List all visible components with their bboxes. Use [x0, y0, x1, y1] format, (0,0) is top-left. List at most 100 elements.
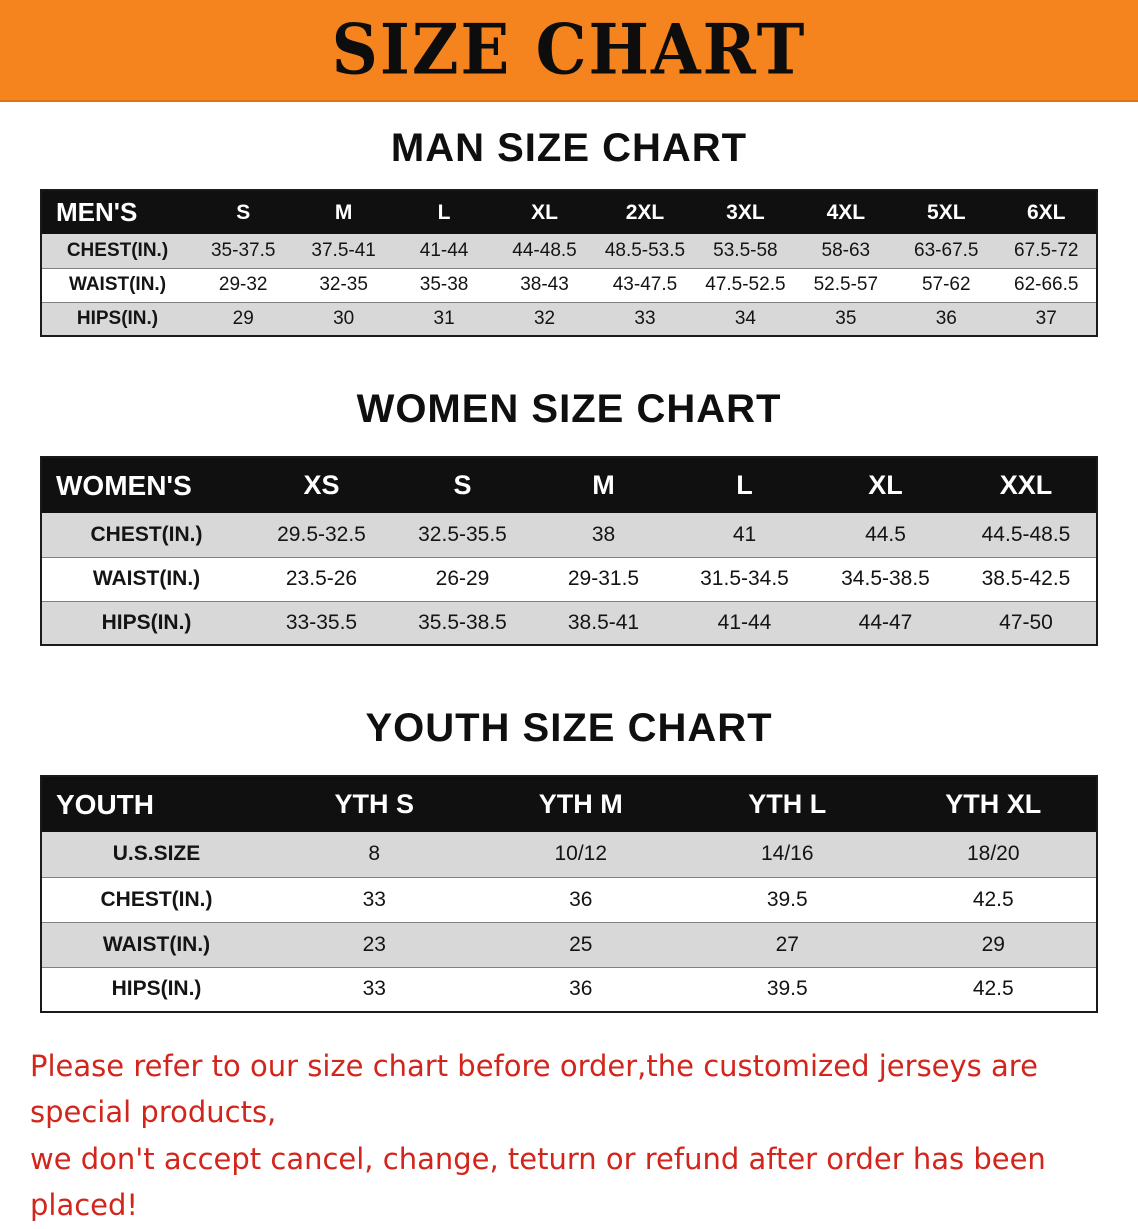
size-value-cell: 44-48.5 — [494, 234, 595, 269]
size-column-header: M — [293, 190, 394, 234]
size-value-cell: 14/16 — [684, 832, 891, 878]
size-value-cell: 42.5 — [890, 967, 1097, 1013]
size-column-header: 5XL — [896, 190, 997, 234]
row-label-cell: HIPS(IN.) — [41, 967, 271, 1013]
size-column-header: L — [674, 457, 815, 513]
size-column-header: S — [392, 457, 533, 513]
size-chart-banner: SIZE CHART — [0, 0, 1138, 102]
size-value-cell: 23.5-26 — [251, 557, 392, 602]
table-row: CHEST(IN.) 33 36 39.5 42.5 — [41, 877, 1097, 923]
size-value-cell: 63-67.5 — [896, 234, 997, 269]
size-value-cell: 29-31.5 — [533, 557, 674, 602]
size-value-cell: 25 — [477, 922, 684, 968]
size-value-cell: 57-62 — [896, 268, 997, 303]
size-value-cell: 41 — [674, 513, 815, 558]
size-column-header: YTH L — [684, 776, 891, 832]
row-label-cell: CHEST(IN.) — [41, 877, 271, 923]
size-value-cell: 35-37.5 — [193, 234, 294, 269]
size-value-cell: 53.5-58 — [695, 234, 796, 269]
size-column-header: XL — [815, 457, 956, 513]
size-chart-title: SIZE CHART — [331, 9, 807, 91]
size-value-cell: 32.5-35.5 — [392, 513, 533, 558]
size-column-header: L — [393, 190, 495, 234]
table-corner-label: WOMEN'S — [41, 457, 251, 513]
size-value-cell: 58-63 — [795, 234, 897, 269]
size-column-header: YTH XL — [890, 776, 1097, 832]
size-value-cell: 33 — [271, 967, 478, 1013]
size-value-cell: 29 — [890, 922, 1097, 968]
size-value-cell: 38 — [533, 513, 674, 558]
table-row: HIPS(IN.) 33 36 39.5 42.5 — [41, 967, 1097, 1013]
size-value-cell: 33-35.5 — [251, 601, 392, 646]
row-label-cell: WAIST(IN.) — [41, 268, 193, 303]
size-value-cell: 44-47 — [815, 601, 956, 646]
table-row: WAIST(IN.) 23 25 27 29 — [41, 922, 1097, 968]
size-column-header: XS — [251, 457, 392, 513]
size-value-cell: 31.5-34.5 — [674, 557, 815, 602]
disclaimer-line-2: we don't accept cancel, change, teturn o… — [30, 1141, 1046, 1223]
size-column-header: 2XL — [594, 190, 696, 234]
size-value-cell: 18/20 — [890, 832, 1097, 878]
size-value-cell: 35 — [795, 302, 897, 337]
size-column-header: M — [533, 457, 674, 513]
size-value-cell: 39.5 — [684, 967, 891, 1013]
size-value-cell: 32-35 — [293, 268, 394, 303]
size-value-cell: 8 — [271, 832, 478, 878]
size-value-cell: 10/12 — [477, 832, 684, 878]
size-column-header: 4XL — [795, 190, 897, 234]
size-value-cell: 42.5 — [890, 877, 1097, 923]
size-column-header: S — [193, 190, 294, 234]
size-value-cell: 26-29 — [392, 557, 533, 602]
size-column-header: XL — [494, 190, 595, 234]
size-value-cell: 29.5-32.5 — [251, 513, 392, 558]
size-value-cell: 41-44 — [674, 601, 815, 646]
size-value-cell: 34 — [695, 302, 796, 337]
table-header-row: WOMEN'S XS S M L XL XXL — [41, 457, 1097, 513]
size-value-cell: 36 — [477, 877, 684, 923]
size-value-cell: 38.5-41 — [533, 601, 674, 646]
size-value-cell: 44.5 — [815, 513, 956, 558]
size-value-cell: 47.5-52.5 — [695, 268, 796, 303]
table-row: WAIST(IN.) 29-32 32-35 35-38 38-43 43-47.5 47.… — [41, 268, 1097, 303]
table-corner-label: YOUTH — [41, 776, 271, 832]
size-value-cell: 38-43 — [494, 268, 595, 303]
size-value-cell: 38.5-42.5 — [956, 557, 1097, 602]
table-row: HIPS(IN.) 33-35.5 35.5-38.5 38.5-41 41-44 44-… — [41, 601, 1097, 646]
disclaimer-text: Please refer to our size chart before or… — [30, 1043, 1108, 1229]
table-row: CHEST(IN.) 29.5-32.5 32.5-35.5 38 41 44.5 44.5… — [41, 513, 1097, 558]
youth-size-table: YOUTH YTH S YTH M YTH L YTH XL U.S.SIZE 8 10/12… — [40, 775, 1098, 1013]
row-label-cell: WAIST(IN.) — [41, 557, 251, 602]
women-size-chart-heading: WOMEN SIZE CHART — [356, 387, 782, 431]
table-row: HIPS(IN.) 29 30 31 32 33 34 35 36 37 — [41, 302, 1097, 337]
size-value-cell: 44.5-48.5 — [956, 513, 1097, 558]
row-label-cell: CHEST(IN.) — [41, 234, 193, 269]
size-column-header: 6XL — [996, 190, 1097, 234]
size-value-cell: 30 — [293, 302, 394, 337]
table-header-row: YOUTH YTH S YTH M YTH L YTH XL — [41, 776, 1097, 832]
size-value-cell: 34.5-38.5 — [815, 557, 956, 602]
size-value-cell: 37 — [996, 302, 1097, 337]
row-label-cell: HIPS(IN.) — [41, 302, 193, 337]
size-value-cell: 62-66.5 — [996, 268, 1097, 303]
size-value-cell: 37.5-41 — [293, 234, 394, 269]
men-size-table: MEN'S S M L XL 2XL 3XL 4XL 5XL 6XL CHEST(IN.) 35-37… — [40, 189, 1098, 337]
size-value-cell: 39.5 — [684, 877, 891, 923]
row-label-cell: HIPS(IN.) — [41, 601, 251, 646]
size-value-cell: 23 — [271, 922, 478, 968]
row-label-cell: U.S.SIZE — [41, 832, 271, 878]
size-value-cell: 47-50 — [956, 601, 1097, 646]
size-value-cell: 36 — [477, 967, 684, 1013]
row-label-cell: WAIST(IN.) — [41, 922, 271, 968]
size-value-cell: 29-32 — [193, 268, 294, 303]
youth-size-chart-heading: YOUTH SIZE CHART — [365, 706, 773, 750]
size-value-cell: 36 — [896, 302, 997, 337]
women-size-table: WOMEN'S XS S M L XL XXL CHEST(IN.) 29.5-32.5 32.5… — [40, 456, 1098, 646]
size-value-cell: 33 — [594, 302, 696, 337]
size-value-cell: 35-38 — [393, 268, 495, 303]
table-row: U.S.SIZE 8 10/12 14/16 18/20 — [41, 832, 1097, 878]
size-value-cell: 31 — [393, 302, 495, 337]
size-value-cell: 48.5-53.5 — [594, 234, 696, 269]
row-label-cell: CHEST(IN.) — [41, 513, 251, 558]
table-row: WAIST(IN.) 23.5-26 26-29 29-31.5 31.5-34.5 34… — [41, 557, 1097, 602]
size-column-header: YTH M — [477, 776, 684, 832]
